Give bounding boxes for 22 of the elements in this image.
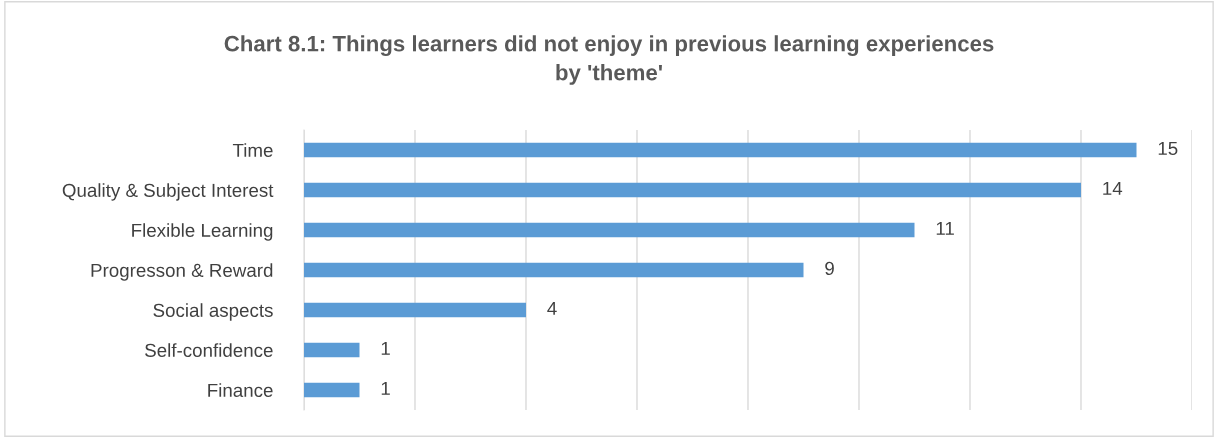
bar — [304, 382, 360, 398]
data-label: 15 — [1158, 141, 1178, 156]
bar — [304, 342, 360, 358]
chart-title: Chart 8.1: Things learners did not enjoy in previous learning experiences by 'theme' — [224, 35, 994, 85]
y-tick-label: Progresson & Reward — [91, 263, 273, 281]
y-tick-label: Social aspects — [153, 303, 273, 321]
data-label: 1 — [381, 341, 390, 355]
bar — [304, 262, 804, 278]
y-tick-label: Flexible Learning — [132, 223, 273, 241]
y-tick-label: Self-confidence — [145, 343, 273, 357]
data-label: 9 — [825, 261, 834, 276]
data-label: 1 — [381, 381, 390, 395]
y-tick-label: Quality & Subject Interest — [62, 183, 274, 201]
bar — [304, 182, 1081, 198]
data-label: 14 — [1103, 181, 1123, 195]
y-tick-label: Finance — [208, 383, 273, 397]
data-label: 11 — [936, 221, 954, 235]
bar — [304, 302, 526, 318]
data-label: 4 — [547, 301, 557, 315]
bar — [304, 222, 915, 238]
y-tick-label: Time — [232, 143, 273, 157]
bar — [304, 142, 1137, 158]
